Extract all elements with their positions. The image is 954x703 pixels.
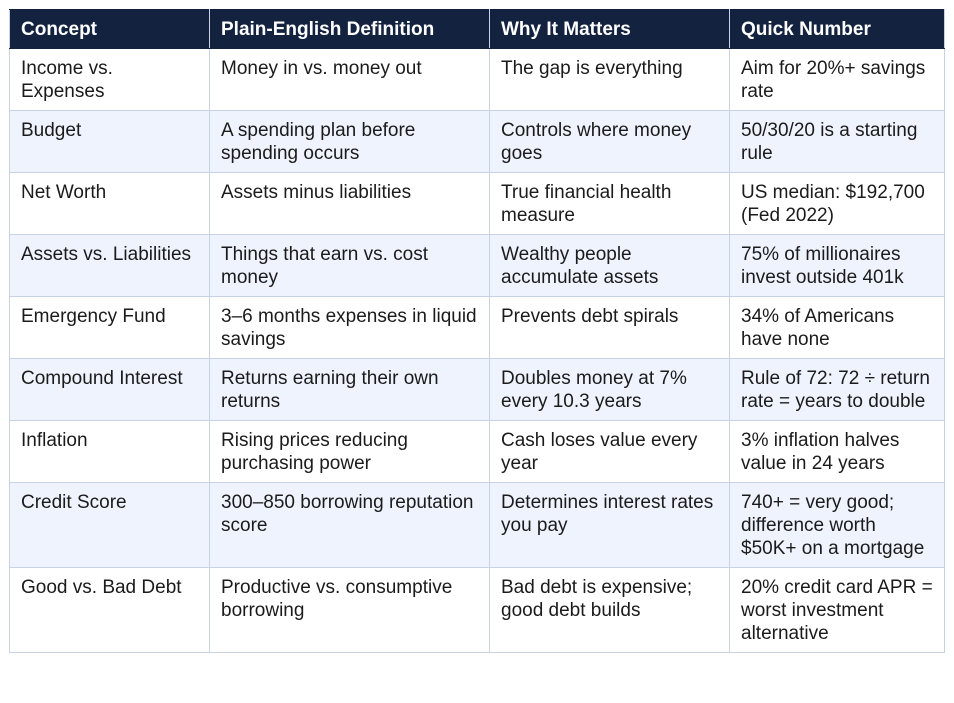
cell-quick-number: 50/30/20 is a starting rule bbox=[729, 110, 945, 173]
cell-why-it-matters: Wealthy people accumulate assets bbox=[489, 234, 730, 297]
cell-why-it-matters: Doubles money at 7% every 10.3 years bbox=[489, 358, 730, 421]
cell-quick-number: 34% of Americans have none bbox=[729, 296, 945, 359]
table-row: Inflation Rising prices reducing purchas… bbox=[9, 420, 945, 483]
table-row: Emergency Fund 3–6 months expenses in li… bbox=[9, 296, 945, 359]
table-row: Assets vs. Liabilities Things that earn … bbox=[9, 234, 945, 297]
cell-concept: Inflation bbox=[9, 420, 210, 483]
cell-why-it-matters: True financial health measure bbox=[489, 172, 730, 235]
table-row: Compound Interest Returns earning their … bbox=[9, 358, 945, 421]
cell-definition: 300–850 borrowing reputation score bbox=[209, 482, 490, 568]
table-header: Concept Plain-English Definition Why It … bbox=[9, 9, 945, 49]
cell-why-it-matters: Cash loses value every year bbox=[489, 420, 730, 483]
cell-concept: Assets vs. Liabilities bbox=[9, 234, 210, 297]
cell-concept: Emergency Fund bbox=[9, 296, 210, 359]
table-body: Income vs. Expenses Money in vs. money o… bbox=[9, 48, 945, 653]
table-row: Credit Score 300–850 borrowing reputatio… bbox=[9, 482, 945, 568]
table-row: Net Worth Assets minus liabilities True … bbox=[9, 172, 945, 235]
cell-quick-number: Aim for 20%+ savings rate bbox=[729, 48, 945, 111]
cell-definition: Money in vs. money out bbox=[209, 48, 490, 111]
table-row: Budget A spending plan before spending o… bbox=[9, 110, 945, 173]
cell-definition: 3–6 months expenses in liquid savings bbox=[209, 296, 490, 359]
cell-quick-number: Rule of 72: 72 ÷ return rate = years to … bbox=[729, 358, 945, 421]
cell-quick-number: 3% inflation halves value in 24 years bbox=[729, 420, 945, 483]
table-row: Income vs. Expenses Money in vs. money o… bbox=[9, 48, 945, 111]
header-definition: Plain-English Definition bbox=[209, 9, 490, 49]
header-row: Concept Plain-English Definition Why It … bbox=[9, 9, 945, 49]
cell-why-it-matters: Prevents debt spirals bbox=[489, 296, 730, 359]
cell-definition: A spending plan before spending occurs bbox=[209, 110, 490, 173]
header-concept: Concept bbox=[9, 9, 210, 49]
cell-concept: Compound Interest bbox=[9, 358, 210, 421]
cell-concept: Good vs. Bad Debt bbox=[9, 567, 210, 653]
cell-quick-number: US median: $192,700 (Fed 2022) bbox=[729, 172, 945, 235]
cell-quick-number: 740+ = very good; difference worth $50K+… bbox=[729, 482, 945, 568]
cell-concept: Net Worth bbox=[9, 172, 210, 235]
finance-concepts-table: Concept Plain-English Definition Why It … bbox=[9, 9, 945, 653]
table-row: Good vs. Bad Debt Productive vs. consump… bbox=[9, 567, 945, 653]
header-why-it-matters: Why It Matters bbox=[489, 9, 730, 49]
cell-concept: Income vs. Expenses bbox=[9, 48, 210, 111]
cell-concept: Credit Score bbox=[9, 482, 210, 568]
header-quick-number: Quick Number bbox=[729, 9, 945, 49]
cell-definition: Things that earn vs. cost money bbox=[209, 234, 490, 297]
cell-concept: Budget bbox=[9, 110, 210, 173]
cell-quick-number: 20% credit card APR = worst investment a… bbox=[729, 567, 945, 653]
cell-why-it-matters: Bad debt is expensive; good debt builds bbox=[489, 567, 730, 653]
cell-definition: Returns earning their own returns bbox=[209, 358, 490, 421]
cell-quick-number: 75% of millionaires invest outside 401k bbox=[729, 234, 945, 297]
cell-why-it-matters: Controls where money goes bbox=[489, 110, 730, 173]
cell-why-it-matters: The gap is everything bbox=[489, 48, 730, 111]
cell-definition: Productive vs. consumptive borrowing bbox=[209, 567, 490, 653]
cell-definition: Assets minus liabilities bbox=[209, 172, 490, 235]
cell-definition: Rising prices reducing purchasing power bbox=[209, 420, 490, 483]
cell-why-it-matters: Determines interest rates you pay bbox=[489, 482, 730, 568]
